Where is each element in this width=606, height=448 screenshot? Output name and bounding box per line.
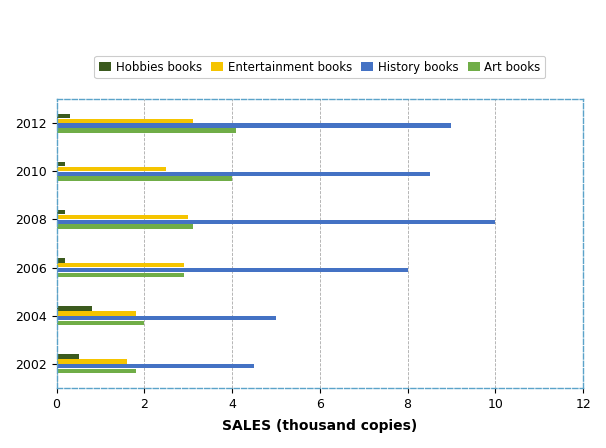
Bar (56, 258, 65, 263)
Bar (56, 224, 193, 229)
Bar (56, 354, 79, 359)
Bar (56, 263, 184, 267)
Bar (56, 128, 236, 133)
Bar (56, 177, 232, 181)
Bar (56, 316, 276, 320)
Bar (56, 119, 193, 123)
Bar (56, 272, 184, 277)
Bar (56, 364, 254, 369)
X-axis label: SALES (thousand copies): SALES (thousand copies) (222, 419, 418, 433)
Bar (56, 311, 136, 315)
Bar (56, 167, 166, 171)
Bar (56, 114, 70, 118)
Bar (56, 210, 65, 215)
Bar (56, 359, 127, 364)
Bar (56, 268, 408, 272)
Bar (56, 306, 92, 311)
Bar (56, 172, 430, 176)
Bar (56, 369, 136, 373)
Bar (56, 321, 144, 325)
Bar (56, 162, 65, 166)
Bar (56, 220, 495, 224)
Bar (56, 123, 451, 128)
Legend: Hobbies books, Entertainment books, History books, Art books: Hobbies books, Entertainment books, Hist… (95, 56, 545, 78)
Bar (56, 215, 188, 219)
